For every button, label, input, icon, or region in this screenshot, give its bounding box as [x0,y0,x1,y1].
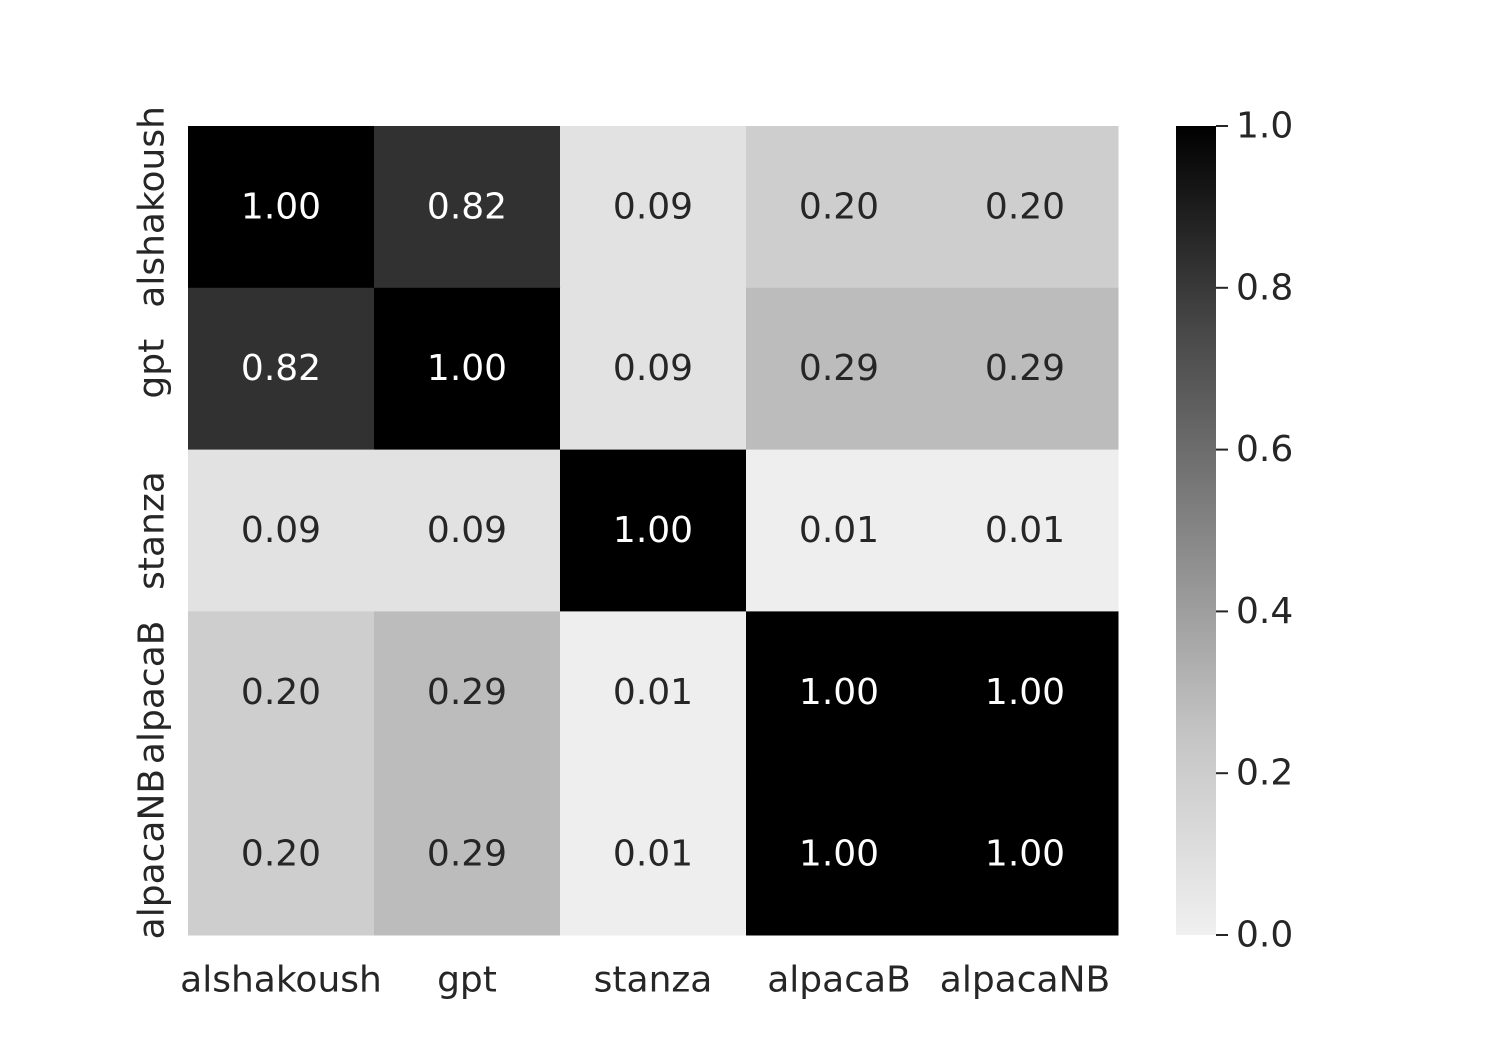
colorbar-gradient [1176,126,1216,935]
heatmap-cell-alshakoush-gpt [374,126,561,289]
heatmap-cell-gpt-alpacaB [746,287,933,451]
cell-annotation: 0.09 [427,510,507,551]
heatmap-cell-gpt-stanza [560,287,747,451]
cell-annotation: 0.82 [241,348,321,389]
heatmap-cell-alshakoush-stanza [560,126,747,289]
cell-annotation: 0.29 [799,348,879,389]
colorbar-tick-label: 0.4 [1236,591,1293,632]
y-tick-label: stanza [132,471,173,590]
heatmap-cell-alpacaB-gpt [374,611,561,774]
heatmap-cell-alpacaB-alpacaB [746,611,933,774]
cell-annotation: 0.09 [241,510,321,551]
cell-annotation: 0.20 [985,186,1065,227]
cell-annotation: 1.00 [427,348,507,389]
y-tick-label: gpt [132,339,173,399]
heatmap-cell-alshakoush-alshakoush [188,126,375,289]
heatmap-cell-stanza-alpacaNB [932,449,1119,612]
y-tick-label: alpacaNB [132,769,173,939]
cell-annotation: 1.00 [799,672,879,713]
cell-annotation: 1.00 [241,186,321,227]
x-tick-label: alpacaNB [940,960,1110,1001]
x-axis-tick-labels: alshakoush gpt stanza alpacaB alpacaNB [180,960,1110,1001]
x-tick-label: alpacaB [767,960,911,1001]
x-tick-label: stanza [594,960,713,1001]
heatmap-cell-stanza-gpt [374,449,561,612]
heatmap-cell-alpacaNB-gpt [374,773,561,936]
heatmap-cell-alshakoush-alpacaB [746,126,933,289]
colorbar-tick-label: 0.8 [1236,267,1293,308]
cell-annotation: 0.29 [985,348,1065,389]
heatmap-cell-stanza-alpacaB [746,449,933,612]
colorbar-tick-label: 1.0 [1236,106,1293,147]
colorbar-tick-label: 0.2 [1236,753,1293,794]
heatmap-cell-alpacaNB-alshakoush [188,773,375,936]
cell-annotation: 0.29 [427,834,507,875]
cell-annotation: 1.00 [613,510,693,551]
cell-annotation: 0.01 [985,510,1065,551]
colorbar-tick-label: 0.0 [1236,915,1293,956]
x-tick-label: alshakoush [180,960,382,1001]
x-tick-label: gpt [437,960,497,1001]
cell-annotation: 0.29 [427,672,507,713]
colorbar-tick-label: 0.6 [1236,429,1293,470]
cell-annotation: 0.01 [613,834,693,875]
cell-annotation: 0.01 [613,672,693,713]
heatmap-cell-gpt-alshakoush [188,287,375,451]
colorbar: 0.0 0.2 0.4 0.6 0.8 1.0 [1176,106,1293,956]
cell-annotation: 0.09 [613,348,693,389]
cell-annotation: 1.00 [985,834,1065,875]
cell-annotation: 0.20 [241,834,321,875]
heatmap-cell-alpacaNB-alpacaB [746,773,933,936]
cell-annotation: 0.09 [613,186,693,227]
heatmap-cell-stanza-stanza [560,449,747,612]
heatmap-cell-alshakoush-alpacaNB [932,126,1119,289]
cell-annotation: 0.82 [427,186,507,227]
cell-annotation: 0.20 [799,186,879,227]
cell-annotation: 0.20 [241,672,321,713]
y-tick-label: alshakoush [132,106,173,308]
cell-annotation: 1.00 [799,834,879,875]
cell-annotation: 1.00 [985,672,1065,713]
heatmap-cell-alpacaNB-alpacaNB [932,773,1119,936]
heatmap-cell-gpt-gpt [374,287,561,451]
heatmap-cell-alpacaB-alshakoush [188,611,375,774]
heatmap-cell-gpt-alpacaNB [932,287,1119,451]
heatmap-annotations: 1.00 0.82 0.09 0.20 0.20 0.82 1.00 0.09 0.29 0.29… [241,186,1065,874]
heatmap-cell-alpacaB-stanza [560,611,747,774]
heatmap-cell-stanza-alshakoush [188,449,375,612]
heatmap-cells [188,126,1119,936]
heatmap-cell-alpacaB-alpacaNB [932,611,1119,774]
cell-annotation: 0.01 [799,510,879,551]
heatmap-cell-alpacaNB-stanza [560,773,747,936]
y-tick-label: alpacaB [132,621,173,765]
